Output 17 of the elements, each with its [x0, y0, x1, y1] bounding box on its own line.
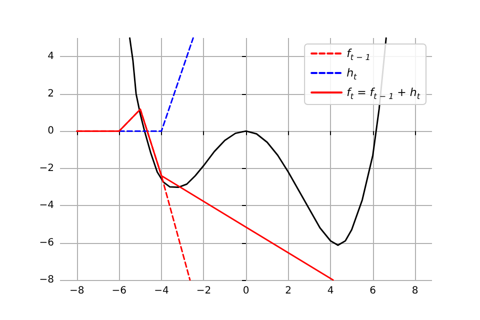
y-tick-label: −4: [39, 200, 54, 212]
x-tick-label: −8: [70, 286, 84, 296]
y-tick-label: 2: [48, 88, 54, 100]
y-tick-label: −8: [39, 274, 54, 286]
x-tick-label: 4: [327, 286, 334, 296]
x-tick-label: 6: [370, 286, 376, 296]
x-tick-label: 2: [285, 286, 292, 296]
x-tick-label: −2: [196, 286, 212, 296]
y-tick-label: 0: [48, 126, 54, 137]
y-tick-label: 4: [48, 51, 54, 62]
y-tick-label: −6: [39, 237, 54, 248]
x-tick-label: 8: [412, 286, 418, 296]
line-series: [129, 37, 387, 246]
x-tick-label: −6: [112, 286, 127, 296]
x-tick-label: 0: [242, 286, 250, 296]
x-tick-label: −4: [154, 286, 169, 296]
y-tick-label: −2: [39, 162, 54, 174]
